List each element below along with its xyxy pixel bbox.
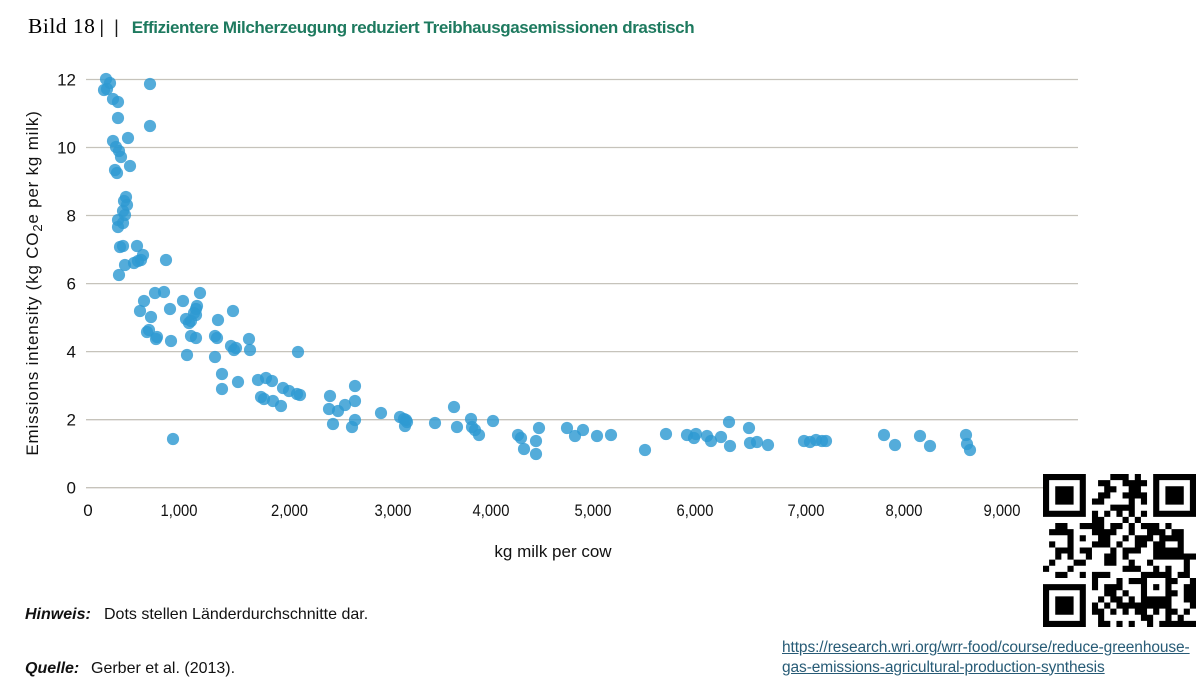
svg-text:4: 4 [67, 343, 76, 362]
svg-text:4,000: 4,000 [473, 501, 510, 520]
svg-text:8: 8 [67, 207, 76, 226]
svg-text:9,000: 9,000 [984, 501, 1021, 520]
svg-text:2,000: 2,000 [271, 501, 308, 520]
svg-text:5,000: 5,000 [575, 501, 612, 520]
svg-text:6,000: 6,000 [677, 501, 714, 520]
svg-text:3,000: 3,000 [375, 501, 412, 520]
svg-text:6: 6 [67, 275, 76, 294]
svg-text:8,000: 8,000 [886, 501, 923, 520]
svg-text:10: 10 [57, 139, 76, 158]
svg-text:7,000: 7,000 [788, 501, 825, 520]
svg-text:kg milk per cow: kg milk per cow [494, 542, 612, 561]
svg-text:12: 12 [57, 71, 76, 90]
svg-text:2: 2 [67, 411, 76, 430]
svg-text:Emissions intensity (kg CO2e p: Emissions intensity (kg CO2e per kg milk… [23, 110, 45, 455]
svg-text:1,000: 1,000 [161, 501, 198, 520]
svg-text:0: 0 [83, 501, 92, 520]
svg-text:0: 0 [67, 479, 76, 498]
